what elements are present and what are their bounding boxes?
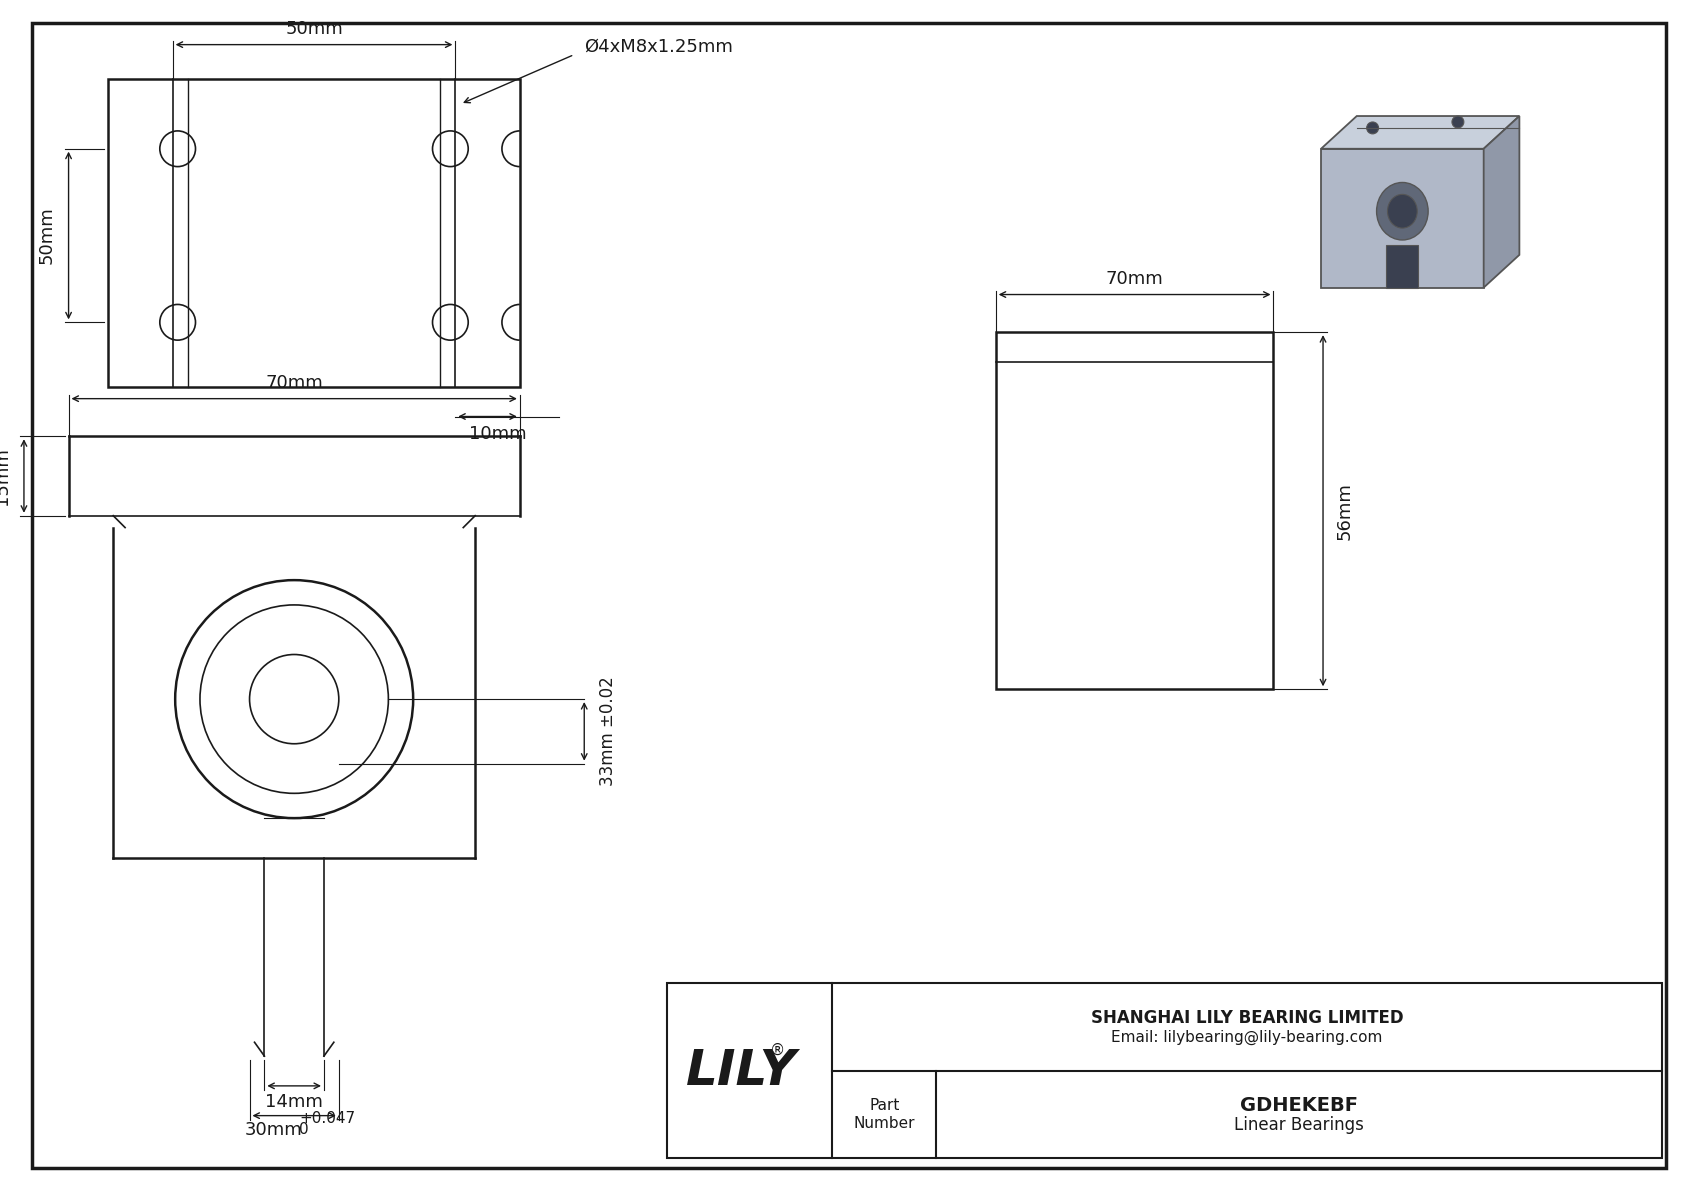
Text: LILY: LILY xyxy=(685,1047,797,1095)
Text: GDHEKEBF: GDHEKEBF xyxy=(1239,1096,1359,1115)
Text: +0.047: +0.047 xyxy=(300,1110,355,1125)
Polygon shape xyxy=(1320,116,1519,149)
Bar xyxy=(108,80,520,387)
Text: 70mm: 70mm xyxy=(1106,269,1164,288)
Text: Linear Bearings: Linear Bearings xyxy=(1234,1116,1364,1134)
Text: 50mm: 50mm xyxy=(285,20,344,38)
Polygon shape xyxy=(1484,116,1519,287)
Text: 70mm: 70mm xyxy=(266,374,323,392)
Text: ®: ® xyxy=(770,1043,785,1058)
Polygon shape xyxy=(1386,245,1418,287)
Text: 15mm: 15mm xyxy=(0,447,12,505)
Text: Ø4xM8x1.25mm: Ø4xM8x1.25mm xyxy=(584,38,733,56)
Text: 0: 0 xyxy=(300,1122,308,1137)
Polygon shape xyxy=(1320,149,1484,287)
Text: 56mm: 56mm xyxy=(1335,482,1354,540)
Text: 10mm: 10mm xyxy=(468,425,527,443)
Text: Email: lilybearing@lily-bearing.com: Email: lilybearing@lily-bearing.com xyxy=(1111,1030,1383,1046)
Text: 33mm ±0.02: 33mm ±0.02 xyxy=(600,676,616,786)
Circle shape xyxy=(1452,116,1463,127)
Text: 14mm: 14mm xyxy=(266,1093,323,1111)
Text: 50mm: 50mm xyxy=(37,207,56,264)
Text: Part
Number: Part Number xyxy=(854,1098,914,1130)
Circle shape xyxy=(1367,121,1379,133)
Text: 30mm: 30mm xyxy=(244,1121,303,1139)
Bar xyxy=(667,983,1662,1159)
Bar xyxy=(995,332,1273,690)
Ellipse shape xyxy=(1388,194,1418,229)
Text: SHANGHAI LILY BEARING LIMITED: SHANGHAI LILY BEARING LIMITED xyxy=(1091,1009,1403,1027)
Ellipse shape xyxy=(1376,182,1428,241)
